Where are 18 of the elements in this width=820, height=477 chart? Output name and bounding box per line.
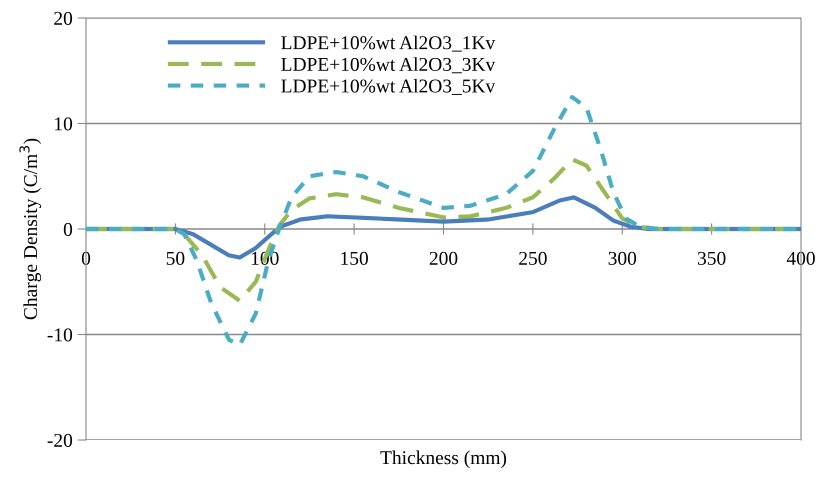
y-tick-label: -10 (48, 328, 72, 342)
x-tick-label: 0 (82, 252, 90, 265)
x-tick-label: 250 (519, 252, 547, 265)
y-tick-label: -20 (48, 434, 72, 447)
x-tick-label: 350 (698, 252, 726, 265)
y-tick-label: 10 (55, 117, 72, 130)
y-axis-title: Charge Density (C/m$^{3}$) (19, 138, 42, 320)
x-tick-label: 300 (608, 252, 636, 265)
legend-label: LDPE+10%wt Al2O3_5Kv (281, 78, 496, 95)
x-tick-label: 200 (430, 252, 458, 265)
y-tick-label: 0 (64, 222, 72, 236)
x-tick-label: 400 (786, 252, 815, 265)
x-axis-title: Thickness (mm) (380, 450, 506, 468)
x-tick-label: 150 (341, 252, 368, 265)
y-tick-label: 20 (54, 12, 72, 25)
x-tick-label: 50 (166, 252, 184, 265)
legend-label: LDPE+10%wt Al2O3_3Kv (281, 57, 496, 74)
legend-label: LDPE+10%wt Al2O3_1Kv (281, 36, 496, 52)
